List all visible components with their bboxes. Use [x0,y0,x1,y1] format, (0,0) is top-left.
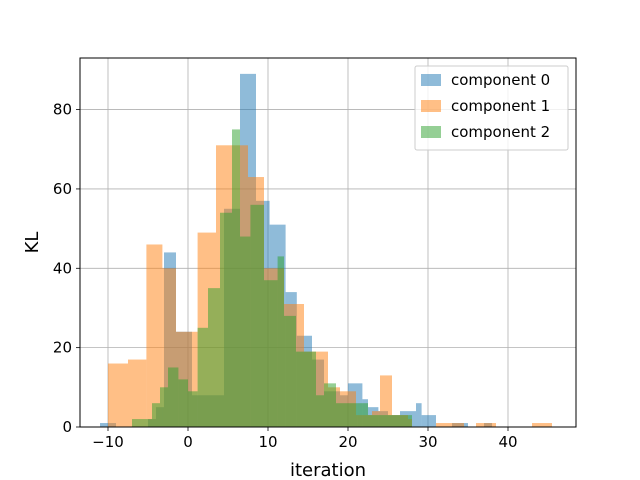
histogram-bar [277,256,284,427]
histogram-bar [188,391,198,427]
histogram-bar [296,351,316,427]
histogram-bar [132,419,140,427]
histogram-bar [160,387,168,427]
histogram-bar [264,280,278,427]
histogram-bar [396,415,412,427]
histogram-bar [152,403,160,427]
x-tick-label: 20 [338,433,357,451]
y-axis-label: KL [22,232,43,254]
histogram-bar [250,204,264,427]
series-2-bars [132,129,412,427]
y-tick-label: 40 [53,259,72,277]
histogram-bar [380,415,396,427]
histogram-bar [232,129,240,427]
histogram-bar [220,212,232,427]
histogram-bar [197,327,208,427]
histogram-bar [140,419,152,427]
histogram-bar [146,244,163,427]
x-tick-label: 10 [258,433,277,451]
histogram-bar [421,415,436,427]
plot-frame [79,57,577,428]
y-tick-label: 20 [53,339,72,357]
legend: component 0 component 1 component 2 [414,65,569,151]
y-tick-label: 80 [53,101,72,119]
histogram-bar [357,403,368,427]
y-tick-label: 60 [53,180,72,198]
y-tick-label: 0 [62,418,72,436]
axis-ticks: −10 0 10 20 30 40 0 20 40 60 80 [53,101,518,451]
histogram-bar [240,236,251,427]
histogram-bar [208,288,220,427]
x-tick-label: −10 [92,433,124,451]
legend-swatch [421,126,441,138]
histogram-bar [168,367,179,427]
histogram-bar [444,423,464,427]
histogram-bar [532,423,552,427]
x-tick-label: 0 [183,433,193,451]
histogram-bar [476,423,496,427]
legend-swatch [421,74,441,86]
legend-swatch [421,100,441,112]
histogram-bar [324,383,336,427]
x-tick-label: 40 [498,433,517,451]
legend-label: component 1 [451,97,550,115]
histogram-bar [436,423,444,427]
histogram-bar [316,395,324,427]
histogram-bars [100,73,552,427]
histogram-bar [416,403,422,427]
legend-label: component 0 [451,71,550,89]
x-axis-label: iteration [290,460,366,480]
legend-label: component 2 [451,123,550,141]
histogram-bar [368,415,380,427]
legend-box [414,65,569,151]
x-tick-label: 30 [418,433,437,451]
histogram-bar [178,379,188,427]
histogram-bar [128,359,147,427]
histogram-bar [380,375,392,427]
histogram-bar [348,403,358,427]
histogram-bar [336,403,348,427]
histogram-bar [284,315,296,427]
histogram-bar [108,363,128,427]
